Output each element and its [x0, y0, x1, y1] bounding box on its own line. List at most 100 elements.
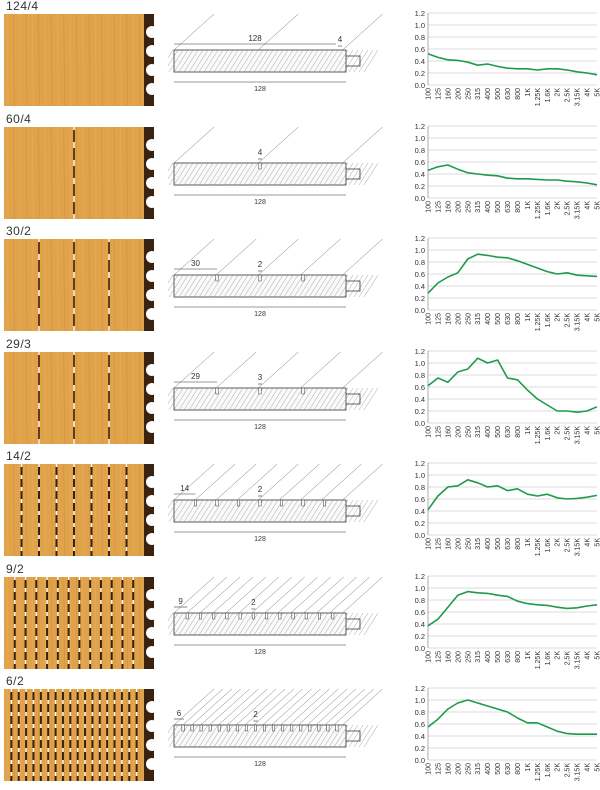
x-tick-label: 2K [555, 763, 562, 772]
section-slot [278, 612, 282, 620]
x-tick-label: 3.15K [575, 763, 582, 782]
section-hatch [308, 162, 324, 186]
wood-grain [82, 14, 84, 106]
wood-grain [57, 239, 59, 331]
wood-grain [132, 14, 135, 106]
section-slot [194, 499, 197, 507]
section-hatch [223, 724, 239, 748]
width-dimension-label: 128 [254, 199, 266, 206]
section-hatch [168, 49, 174, 59]
section-hatch [208, 612, 224, 636]
x-tick-label: 315 [475, 763, 482, 775]
absorption-series-line [427, 590, 598, 627]
section-slot [185, 612, 189, 620]
absorption-series-line [427, 164, 598, 186]
section-hatch [298, 612, 314, 636]
y-tick-label: 0.8 [415, 483, 425, 492]
section-hatch [168, 274, 174, 284]
board-tongue [346, 618, 361, 630]
x-tick-label: 4K [585, 538, 592, 547]
x-tick-label: 5K [595, 651, 600, 660]
section-slot [208, 724, 212, 732]
section-hatch [173, 49, 189, 73]
x-tick-label: 800 [515, 538, 522, 550]
perspective-line [212, 576, 254, 614]
section-hatch [283, 49, 299, 73]
wood-grain [31, 464, 34, 556]
section-hatch [273, 49, 289, 73]
section-hatch [168, 499, 184, 523]
section-hatch [258, 724, 274, 748]
panel-face [4, 689, 144, 781]
wood-grain [75, 464, 78, 556]
perspective-line [237, 463, 278, 501]
panel-back-edge [144, 352, 154, 444]
section-hatch [338, 724, 354, 748]
section-hatch [353, 162, 369, 186]
back-hole [146, 83, 154, 95]
perspective-line [258, 238, 299, 276]
wood-grain [126, 689, 129, 781]
section-drawing: 128 29 3 [168, 351, 383, 431]
x-tick-label: 630 [505, 313, 512, 325]
x-tick-label: 315 [475, 426, 482, 438]
section-hatch [278, 387, 294, 411]
perspective-line [258, 351, 299, 389]
x-tick-label: 1.25K [535, 313, 542, 332]
section-slot [304, 612, 308, 620]
y-tick-label: 0.2 [415, 69, 425, 78]
panel-type-label: 60/4 [6, 112, 32, 126]
x-tick-label: 1.25K [535, 651, 542, 670]
section-hatch [173, 724, 189, 748]
wood-grain [6, 352, 9, 444]
section-hatch [203, 49, 219, 73]
x-tick-label: 1.6K [545, 88, 552, 103]
section-hatch [198, 612, 214, 636]
section-hatch [228, 162, 244, 186]
wood-grain [69, 239, 72, 331]
section-hatch [353, 387, 369, 411]
x-tick-label: 400 [485, 201, 492, 213]
perspective-line [271, 688, 312, 726]
x-tick-label: 1.6K [545, 313, 552, 328]
x-tick-label: 1.25K [535, 201, 542, 220]
section-hatch [223, 274, 239, 298]
wood-grain [19, 127, 21, 219]
section-hatch [363, 162, 379, 186]
wood-grain [132, 239, 135, 331]
section-hatch [268, 162, 284, 186]
section-hatch [208, 387, 224, 411]
y-tick-label: 0.4 [415, 620, 425, 629]
perspective-line [215, 238, 257, 276]
wood-grain [44, 464, 47, 556]
x-tick-label: 800 [515, 763, 522, 775]
section-hatch [183, 49, 199, 73]
perspective-line [209, 688, 250, 726]
width-dimension-label: 128 [254, 424, 266, 431]
wood-grain [6, 239, 9, 331]
section-hatch [263, 274, 279, 298]
wood-grain [12, 689, 15, 781]
x-tick-label: 4K [585, 426, 592, 435]
perspective-line [342, 576, 383, 614]
x-tick-label: 100 [426, 426, 433, 438]
section-hatch [198, 499, 214, 523]
x-tick-label: 125 [435, 651, 442, 663]
section-hatch [308, 387, 324, 411]
x-tick-label: 800 [515, 201, 522, 213]
back-hole [146, 514, 154, 526]
back-hole [146, 758, 154, 770]
section-hatch [273, 274, 289, 298]
section-hatch [338, 499, 354, 523]
wood-grain [101, 239, 103, 331]
perspective-line [173, 688, 215, 726]
section-hatch [178, 612, 194, 636]
section-hatch [258, 499, 274, 523]
wood-grain [82, 689, 84, 781]
width-dimension-label: 128 [254, 536, 266, 543]
x-tick-label: 200 [455, 651, 462, 663]
perspective-line [244, 688, 286, 726]
perspective-line [258, 126, 299, 164]
section-hatch [253, 274, 269, 298]
wood-grain [6, 689, 9, 781]
